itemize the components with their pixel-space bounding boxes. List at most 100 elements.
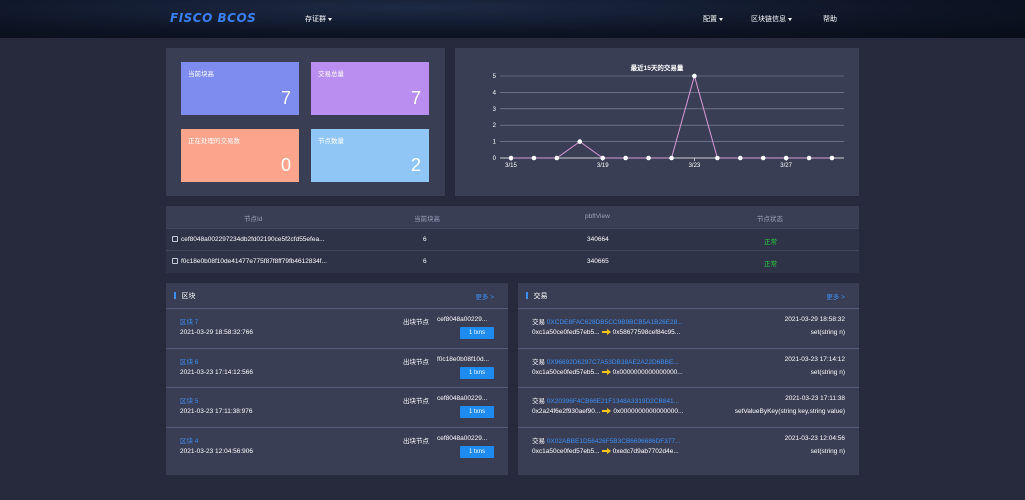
list-item[interactable]: 区块 6 出块节点 f0c18e0b08f10d... 2021-03-23 17:1… xyxy=(166,347,508,388)
data-point xyxy=(692,73,697,79)
tx-from[interactable]: 0xc1a50ce0fed57eb5... xyxy=(532,368,600,376)
data-point xyxy=(531,155,537,161)
list-item[interactable]: 区块 5 出块节点 cef8048a00229... 2021-03-23 17:11… xyxy=(166,387,508,427)
block-time: 2021-03-23 17:14:12:566 xyxy=(180,368,254,376)
blocks-more-link[interactable]: 更多 > xyxy=(475,294,494,301)
tx-hash-link[interactable]: 0XCDE8FAC628DB5CC9B9BCB5A1B26E28... xyxy=(546,319,683,326)
stat-card-node-count[interactable]: 节点数量 2 xyxy=(311,129,429,182)
data-point xyxy=(646,155,651,161)
stat-card-tx-total[interactable]: 交易总量 7 xyxy=(311,62,429,115)
txns-button[interactable]: 1 txns xyxy=(460,366,494,379)
list-item[interactable]: 区块 4 出块节点 cef8048a00229... 2021-03-23 12:04… xyxy=(166,426,508,467)
txns-button[interactable]: 1 txns xyxy=(460,327,494,339)
block-link[interactable]: 区块 6 xyxy=(180,358,199,366)
list-item[interactable]: 区块 7 出块节点 cef8048a00229... 2021-03-29 18:58… xyxy=(166,308,508,348)
list-item[interactable]: 交易 0X20396F4CB66E21F1348A3319D2CB841... 2… xyxy=(518,387,859,427)
nav-help[interactable]: 帮助 xyxy=(823,16,837,23)
chart-panel: 最近15天的交易量 0 1 2 3 4 5 3/15 3/19 3/23 3/27 xyxy=(455,48,859,196)
nav-chain-info-dropdown[interactable]: 区块链信息 xyxy=(751,14,792,24)
x-tick-label: 3/19 xyxy=(597,163,609,169)
data-point xyxy=(623,155,628,161)
data-point xyxy=(783,155,789,161)
stats-panel: 当前块高 7 交易总量 7 正在处理的交易数 0 节点数量 2 xyxy=(166,48,445,196)
col-header-node-status: 节点状态 xyxy=(757,216,783,223)
node-id-cell: f0c18e0b08f10de41477e775f87f8ff79fb46128… xyxy=(172,258,327,265)
txns-button[interactable]: 1 txns xyxy=(460,406,494,418)
block-link[interactable]: 区块 5 xyxy=(180,398,199,405)
tx-hash-link[interactable]: 0X20396F4CB66E21F1348A3319D2CB841... xyxy=(546,398,680,405)
block-link[interactable]: 区块 4 xyxy=(180,437,199,445)
sealer-value: cef8048a00229... xyxy=(437,395,488,402)
arrow-right-icon xyxy=(601,368,611,375)
stat-label: 正在处理的交易数 xyxy=(188,138,240,145)
tx-method: setValueByKey(string key,string value) xyxy=(734,408,845,415)
block-link[interactable]: 区块 7 xyxy=(180,319,199,326)
tx-hash-link[interactable]: 0X02ABBE1D56426F5B3CB6696686DF377... xyxy=(546,437,681,445)
stat-value: 7 xyxy=(410,88,421,108)
y-tick-label: 5 xyxy=(493,74,497,80)
tx-method: set(string n) xyxy=(810,447,845,455)
txns-button[interactable]: 1 txns xyxy=(460,445,494,458)
stat-label: 节点数量 xyxy=(318,138,344,145)
tx-from[interactable]: 0xc1a50ce0fed57eb5... xyxy=(532,447,600,455)
title-bar-decoration xyxy=(174,292,176,299)
status-badge: 正常 xyxy=(764,239,777,246)
sealer-label: 出块节点 xyxy=(403,437,429,445)
node-id: cef8048a002297234db2fd02190ce5f2cfd55efe… xyxy=(181,236,325,243)
y-tick-label: 2 xyxy=(493,123,497,129)
y-tick-label: 1 xyxy=(493,140,497,146)
tx-volume-chart: 0 1 2 3 4 5 3/15 3/19 3/23 3/27 xyxy=(493,73,844,169)
pbft-view-cell: 340665 xyxy=(587,258,609,265)
data-point xyxy=(760,155,766,161)
tx-hash-line: 交易 0X02ABBE1D56426F5B3CB6696686DF377... xyxy=(532,435,681,445)
tx-label: 交易 xyxy=(532,398,545,405)
list-item[interactable]: 交易 0X96692D6297C7A53DB38AE2A22D6BBE... 20… xyxy=(518,347,859,388)
nav-config-dropdown[interactable]: 配置 xyxy=(703,14,723,24)
tx-from[interactable]: 0xc1a50ce0fed57eb5... xyxy=(532,329,600,336)
node-icon xyxy=(172,258,178,264)
tx-to[interactable]: 0x0000000000000000... xyxy=(612,368,683,376)
logo[interactable]: FISCO BCOS xyxy=(170,11,257,25)
block-time: 2021-03-23 12:04:56:906 xyxy=(180,447,254,455)
transactions-more-link[interactable]: 更多 > xyxy=(826,294,845,301)
chevron-down-icon xyxy=(328,17,332,21)
nav-group-dropdown[interactable]: 存证群 xyxy=(305,14,332,24)
list-item[interactable]: 交易 0XCDE8FAC628DB5CC9B9BCB5A1B26E28... 20… xyxy=(518,308,859,348)
table-row[interactable]: f0c18e0b08f10de41477e775f87f8ff79fb46128… xyxy=(166,250,859,272)
data-point xyxy=(737,155,743,161)
tx-label: 交易 xyxy=(532,319,545,326)
tx-to[interactable]: 0x58677598cef84c95... xyxy=(612,329,681,336)
tx-to[interactable]: 0x0000000000000000... xyxy=(613,408,684,415)
tx-time: 2021-03-23 12:04:56 xyxy=(784,434,845,442)
col-header-pbft-view: pbftView xyxy=(585,213,610,220)
nav-config-label: 配置 xyxy=(703,16,717,23)
stat-value: 2 xyxy=(410,155,421,175)
tx-addresses: 0xc1a50ce0fed57eb5... 0xedc7d9ab7702d4e..… xyxy=(532,447,679,455)
sealer-label: 出块节点 xyxy=(403,358,429,366)
stat-card-pending-tx[interactable]: 正在处理的交易数 0 xyxy=(181,129,299,182)
sealer-label: 出块节点 xyxy=(403,319,429,326)
tx-hash-line: 交易 0XCDE8FAC628DB5CC9B9BCB5A1B26E28... xyxy=(532,316,683,326)
x-tick-label: 3/27 xyxy=(780,163,792,169)
blocks-title: 区块 xyxy=(174,291,196,301)
y-tick-label: 3 xyxy=(493,107,497,113)
blocks-panel: 区块 更多 > 区块 7 出块节点 cef8048a00229... 2021-03-… xyxy=(166,283,508,475)
transactions-panel: 交易 更多 > 交易 0XCDE8FAC628DB5CC9B9BCB5A1B26… xyxy=(518,283,859,475)
nav-group-label: 存证群 xyxy=(305,16,326,23)
chart-title: 最近15天的交易量 xyxy=(630,65,684,72)
stat-value: 7 xyxy=(280,88,291,108)
block-time: 2021-03-23 17:11:38:976 xyxy=(180,408,253,415)
tx-hash-link[interactable]: 0X96692D6297C7A53DB38AE2A22D6BBE... xyxy=(546,358,679,366)
stat-card-block-height[interactable]: 当前块高 7 xyxy=(181,62,299,115)
node-table: 节点Id 当前块高 pbftView 节点状态 cef8048a00229723… xyxy=(166,206,859,273)
list-item[interactable]: 交易 0X02ABBE1D56426F5B3CB6696686DF377... 2… xyxy=(518,426,859,467)
table-row[interactable]: cef8048a002297234db2fd02190ce5f2cfd55efe… xyxy=(166,228,859,250)
tx-to[interactable]: 0xedc7d9ab7702d4e... xyxy=(612,447,679,455)
x-tick-label: 3/23 xyxy=(689,163,701,169)
transactions-title: 交易 xyxy=(526,291,548,301)
tx-time: 2021-03-29 18:58:32 xyxy=(784,316,845,323)
sealer-value: cef8048a00229... xyxy=(437,434,488,442)
tx-from[interactable]: 0x2a24f6e2f930aef90... xyxy=(532,408,601,415)
nav-chain-info-label: 区块链信息 xyxy=(751,16,786,23)
data-point xyxy=(600,155,606,161)
